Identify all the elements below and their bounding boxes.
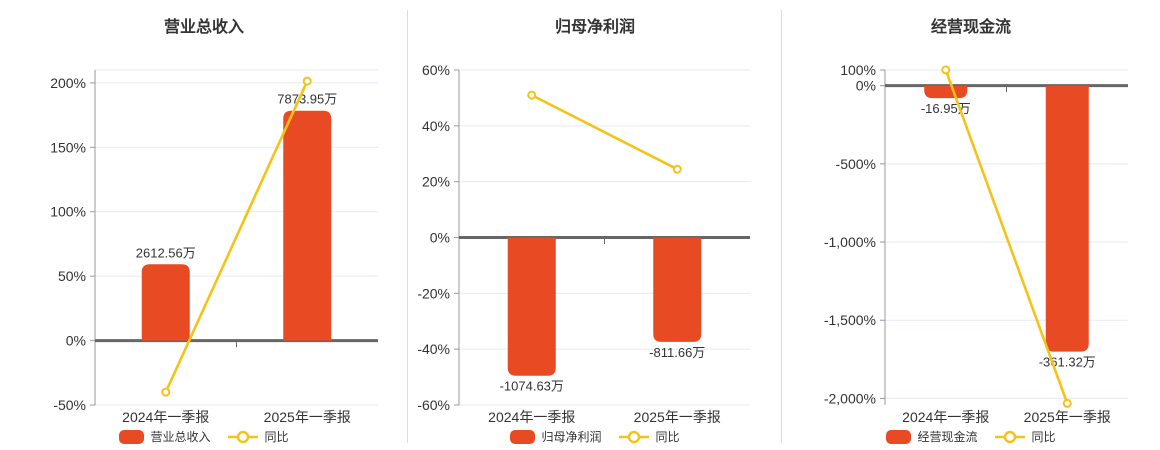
- y-tick-label: 0%: [66, 333, 86, 349]
- yoy-line-icon: [994, 430, 1025, 443]
- bar-2024年一季报[interactable]: [924, 85, 968, 99]
- legend-item-bar-series[interactable]: 经营现金流: [886, 428, 978, 445]
- bar-series-swatch: [510, 429, 536, 444]
- y-tick-label: -40%: [417, 341, 450, 357]
- y-tick-label: 60%: [422, 62, 450, 78]
- legend-net-profit: 归母净利润 同比: [408, 428, 782, 445]
- x-axis-label: 2024年一季报: [122, 409, 209, 425]
- legend-item-bar-series[interactable]: 归母净利润: [510, 428, 602, 445]
- x-axis-label: 2024年一季报: [488, 409, 575, 425]
- bar-value-label: -1074.63万: [500, 379, 564, 394]
- chart-canvas-net-profit: 60% 40% 20% 0% -20% -40% -60% -1074.63万 2024年一季报…: [417, 62, 750, 425]
- bar-series-swatch: [119, 429, 145, 444]
- y-tick-label: 150%: [50, 139, 86, 155]
- bar-2025年一季报[interactable]: [283, 110, 332, 341]
- legend-item-line-series[interactable]: 同比: [994, 428, 1056, 445]
- panel-operating-cashflow: 经营现金流 100% 0% -500% -1,000% -1,500% -2,000% -1…: [782, 0, 1160, 450]
- x-axis-label: 2025年一季报: [1024, 409, 1111, 425]
- legend-item-line-series[interactable]: 同比: [618, 428, 680, 445]
- chart-canvas-revenue: 200% 150% 100% 50% 0% -50% 2612.56万 2024年一季报 787…: [50, 69, 378, 425]
- y-tick-label: -20%: [417, 285, 450, 301]
- y-tick-label: 40%: [422, 118, 450, 134]
- bar-value-label: 7873.95万: [277, 92, 337, 107]
- legend-line-label: 同比: [264, 430, 289, 444]
- panel-divider: [781, 10, 782, 443]
- chart-canvas-cashflow: 100%0% -500% -1,000% -1,500% -2,000% -16.95万 2…: [824, 62, 1128, 425]
- bar-value-label: -811.66万: [649, 345, 705, 360]
- yoy-line-icon: [227, 430, 258, 443]
- yoy-data-point[interactable]: [527, 90, 537, 100]
- yoy-line[interactable]: [531, 93, 678, 171]
- y-tick-label: 100%: [840, 62, 876, 78]
- y-tick-label: 0%: [430, 230, 450, 246]
- y-tick-label: 0%: [856, 78, 876, 94]
- y-tick-label: -1,500%: [824, 312, 876, 328]
- legend-item-bar-series[interactable]: 营业总收入: [119, 428, 211, 445]
- x-axis-label: 2025年一季报: [264, 409, 351, 425]
- y-tick-label: 50%: [58, 268, 86, 284]
- yoy-line-icon: [618, 430, 649, 443]
- y-tick-label: 100%: [50, 204, 86, 220]
- bar-value-label: -361.32万: [1039, 355, 1096, 370]
- y-tick-label: 20%: [422, 174, 450, 190]
- panel-net-profit: 归母净利润 60% 40% 20% 0% -20% -40% -60% -1074.63万 20…: [408, 0, 782, 450]
- y-tick-label: -60%: [417, 397, 450, 413]
- yoy-data-point[interactable]: [941, 65, 951, 75]
- legend-line-label: 同比: [1031, 430, 1056, 444]
- x-axis-label: 2025年一季报: [634, 409, 721, 425]
- yoy-line[interactable]: [164, 80, 309, 393]
- bar-2025年一季报[interactable]: [1045, 85, 1089, 352]
- y-tick-label: -50%: [53, 397, 86, 413]
- legend-line-marker: [627, 430, 640, 443]
- x-axis-label: 2024年一季报: [902, 409, 989, 425]
- y-tick-label: -500%: [836, 156, 876, 172]
- legend-line-marker: [1003, 430, 1016, 443]
- bar-2024年一季报[interactable]: [507, 237, 556, 376]
- chart-title-cashflow: 经营现金流: [930, 19, 1011, 36]
- yoy-data-point[interactable]: [161, 387, 171, 397]
- yoy-data-point[interactable]: [672, 164, 682, 174]
- legend-line-marker: [236, 430, 249, 443]
- chart-title-revenue: 营业总收入: [163, 19, 244, 36]
- bar-series-swatch: [886, 429, 912, 444]
- chart-title-net-profit: 归母净利润: [554, 19, 635, 36]
- y-tick-label: -2,000%: [824, 390, 876, 406]
- bar-2025年一季报[interactable]: [653, 237, 702, 342]
- legend-line-label: 同比: [655, 430, 680, 444]
- legend-bar-label: 经营现金流: [917, 430, 978, 444]
- y-tick-label: 200%: [50, 75, 86, 91]
- panel-operating-revenue: 营业总收入 200% 150% 100% 50% 0% -50% 2612.56万 2024年…: [0, 0, 408, 450]
- legend-revenue: 营业总收入 同比: [0, 428, 408, 445]
- legend-cashflow: 经营现金流 同比: [782, 428, 1160, 445]
- panel-divider: [407, 10, 408, 443]
- bar-2024年一季报[interactable]: [141, 264, 190, 341]
- bar-value-label: -16.95万: [921, 101, 971, 116]
- legend-bar-label: 营业总收入: [150, 430, 211, 444]
- bar-value-label: 2612.56万: [136, 245, 196, 260]
- legend-bar-label: 归母净利润: [541, 430, 602, 444]
- yoy-line[interactable]: [944, 69, 1069, 404]
- legend-item-line-series[interactable]: 同比: [227, 428, 289, 445]
- y-tick-label: -1,000%: [824, 234, 876, 250]
- yoy-data-point[interactable]: [302, 76, 312, 86]
- yoy-data-point[interactable]: [1062, 398, 1072, 408]
